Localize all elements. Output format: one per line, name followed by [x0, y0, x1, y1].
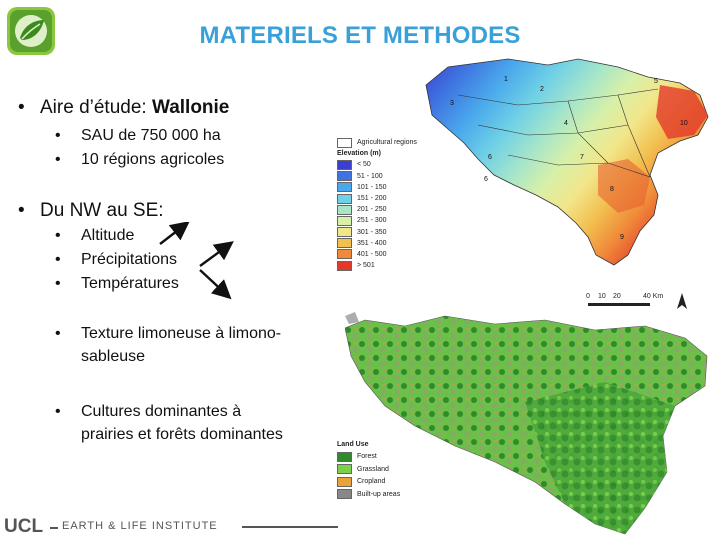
- legend-label: 401 - 500: [357, 250, 387, 258]
- arrow-up-icon: [199, 241, 234, 267]
- legend-swatch: [337, 476, 352, 487]
- region-label: 7: [580, 154, 584, 161]
- legend-swatch: [337, 193, 352, 204]
- ucl-logo-text: UCL: [4, 516, 44, 537]
- legend-label: 101 - 150: [357, 183, 387, 191]
- institute-name: EARTH & LIFE INSTITUTE: [62, 520, 218, 532]
- legend-label: 301 - 350: [357, 228, 387, 236]
- landuse-legend-item: Cropland: [337, 476, 400, 489]
- elevation-legend-item: 351 - 400: [337, 238, 417, 249]
- bullet-sau: • SAU de 750 000 ha: [55, 127, 221, 144]
- legend-label: 351 - 400: [357, 239, 387, 247]
- study-area-name: Wallonie: [151, 97, 230, 118]
- elevation-legend-item: > 501: [337, 260, 417, 271]
- legend-label: 251 - 300: [357, 217, 387, 225]
- legend-swatch: [337, 204, 352, 215]
- landuse-legend-item: Built-up areas: [337, 488, 400, 501]
- elevation-legend-item: < 50: [337, 159, 417, 170]
- legend-swatch: [337, 489, 352, 500]
- legend-label: 51 - 100: [357, 172, 383, 180]
- legend-swatch: [337, 159, 352, 170]
- region-label: 1: [504, 76, 508, 83]
- legend-label: Grassland: [357, 465, 389, 473]
- region-label: 6: [484, 176, 488, 183]
- legend-swatch: [337, 215, 352, 226]
- region-label: 5: [654, 78, 658, 85]
- elevation-legend-item: 201 - 250: [337, 204, 417, 215]
- legend-label: > 501: [357, 262, 375, 270]
- elevation-legend-item: 251 - 300: [337, 215, 417, 226]
- legend-swatch: [337, 171, 352, 182]
- elevation-legend-item: 101 - 150: [337, 182, 417, 193]
- region-label: 3: [450, 100, 454, 107]
- legend-label: Built-up areas: [357, 490, 401, 498]
- bullet-regions: • 10 régions agricoles: [55, 151, 225, 168]
- legend-label: Forest: [357, 453, 377, 461]
- legend-label: < 50: [357, 161, 371, 169]
- bullet-gradient: • Du NW au SE:: [18, 200, 164, 221]
- landuse-legend: Land Use Forest Grassland Cropland Built-up…: [337, 438, 400, 501]
- legend-swatch: [337, 464, 352, 475]
- trend-arrows: [159, 222, 234, 300]
- north-arrow-icon: [677, 293, 687, 309]
- landuse-legend-item: Forest: [337, 451, 400, 464]
- page-title: MATERIELS ET METHODES: [199, 22, 521, 49]
- legend-swatch: [337, 249, 352, 260]
- elevation-legend-item: 151 - 200: [337, 193, 417, 204]
- legend-label: 201 - 250: [357, 206, 387, 214]
- leaf-logo-icon: [7, 7, 55, 55]
- landuse-legend-title: Land Use: [337, 440, 369, 448]
- legend-label: 151 - 200: [357, 195, 387, 203]
- region-label: 10: [680, 120, 688, 127]
- bullet-precipitation: • Précipitations: [55, 251, 178, 268]
- region-label: 6: [488, 154, 492, 161]
- elevation-legend-title: Elevation (m): [337, 150, 381, 158]
- elevation-legend: Agricultural regions Elevation (m) < 50 5…: [337, 137, 417, 271]
- elevation-legend-item: 301 - 350: [337, 227, 417, 238]
- region-label: 2: [540, 86, 544, 93]
- bullet-temperature: • Températures: [55, 275, 179, 292]
- bullet-altitude: • Altitude: [55, 227, 135, 244]
- scale-bar: 0 10 20 40 Km: [586, 293, 696, 313]
- bullet-texture: • Texture limoneuse à limono- sableuse: [55, 325, 282, 365]
- bullet-crops: • Cultures dominantes à prairies et forêt…: [55, 403, 283, 443]
- legend-swatch: [337, 182, 352, 193]
- region-label: 4: [564, 120, 568, 127]
- bullet-study-area: • Aire d’étude: Wallonie: [18, 97, 230, 118]
- elevation-map: 1 2 3 4 5 6 6 7 8 9 10: [425, 58, 709, 266]
- elevation-legend-item: 401 - 500: [337, 249, 417, 260]
- region-label: 8: [610, 186, 614, 193]
- agri-regions-legend-item: Agricultural regions: [337, 137, 417, 148]
- footer: UCL EARTH & LIFE INSTITUTE: [0, 516, 340, 538]
- legend-swatch: [337, 227, 352, 238]
- legend-swatch: [337, 451, 352, 462]
- arrow-up-icon: [159, 222, 190, 245]
- legend-label: Cropland: [357, 478, 386, 486]
- elevation-legend-item: 51 - 100: [337, 171, 417, 182]
- legend-swatch: [337, 260, 352, 271]
- arrow-down-icon: [199, 269, 232, 300]
- legend-swatch: [337, 238, 352, 249]
- region-label: 9: [620, 234, 624, 241]
- landuse-legend-item: Grassland: [337, 463, 400, 476]
- landuse-map: [345, 312, 708, 535]
